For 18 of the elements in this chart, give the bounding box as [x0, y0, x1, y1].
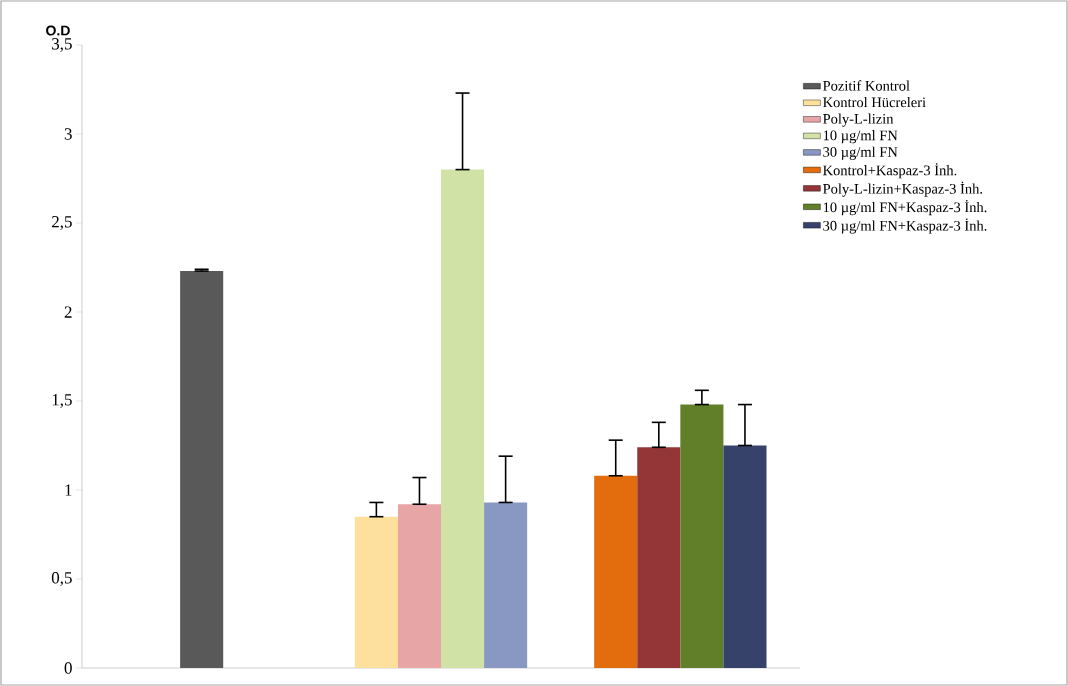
y-tick-label: 0 — [64, 662, 72, 674]
y-axis-title: O.D — [46, 25, 70, 36]
y-tick-label: 0,5 — [51, 572, 72, 586]
legend-label: 10 µg/ml FN — [823, 130, 898, 144]
y-tick-label: 3,5 — [52, 38, 72, 52]
y-tick-label: 1,5 — [52, 394, 72, 408]
legend-label: 30 µg/ml FN — [823, 146, 898, 160]
legend-label: Kontrol Hücreleri — [823, 97, 926, 108]
legend-label: 30 µg/ml FN+Kaspaz-3 İnh. — [823, 218, 987, 234]
legend-label: Poly-L-lizin+Kaspaz-3 İnh. — [823, 181, 983, 197]
y-tick-label: 2 — [64, 306, 72, 318]
y-tick-label: 2,5 — [51, 216, 72, 230]
y-tick-label: 1 — [65, 484, 72, 496]
legend-label: Pozitif Kontrol — [823, 80, 910, 91]
legend-label: Poly-L-lizin — [823, 113, 894, 127]
y-tick-label: 3 — [64, 128, 72, 140]
legend-label: Kontrol+Kaspaz-3 İnh. — [823, 163, 957, 179]
legend-label: 10 µg/ml FN+Kaspaz-3 İnh. — [823, 200, 987, 216]
